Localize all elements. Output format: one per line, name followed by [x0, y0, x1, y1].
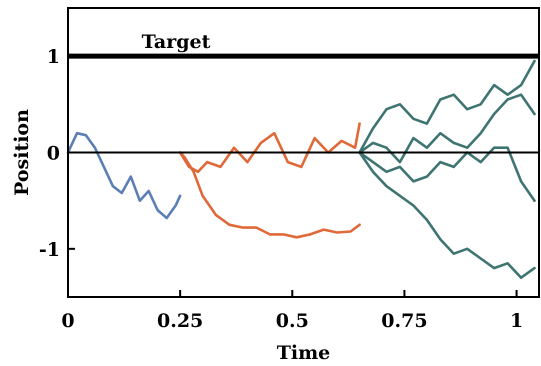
y-tick-label: 1 — [47, 46, 60, 68]
series-line-1 — [66, 131, 182, 220]
x-tick-label: 1 — [510, 310, 523, 332]
series-line-5 — [358, 93, 536, 164]
x-axis-label: Time — [277, 342, 331, 364]
series-line-4 — [358, 59, 536, 154]
series-line-6 — [358, 146, 536, 202]
series-line-3 — [178, 122, 361, 174]
reference-lines — [68, 53, 539, 154]
y-axis-label: Position — [11, 109, 33, 196]
tick-labels: 0 0.25 0.5 0.75 1 1 0 -1 — [39, 46, 523, 332]
x-tick-label: 0.5 — [276, 310, 309, 332]
x-tick-label: 0.75 — [381, 310, 427, 332]
x-tick-label: 0 — [61, 310, 74, 332]
y-tick-label: 0 — [47, 143, 60, 165]
series-line-2 — [178, 151, 361, 239]
y-tick-label: -1 — [39, 239, 60, 261]
plot-area — [66, 59, 536, 280]
x-tick-label: 0.25 — [157, 310, 203, 332]
series-line-7 — [358, 151, 536, 280]
target-label: Target — [142, 31, 211, 53]
